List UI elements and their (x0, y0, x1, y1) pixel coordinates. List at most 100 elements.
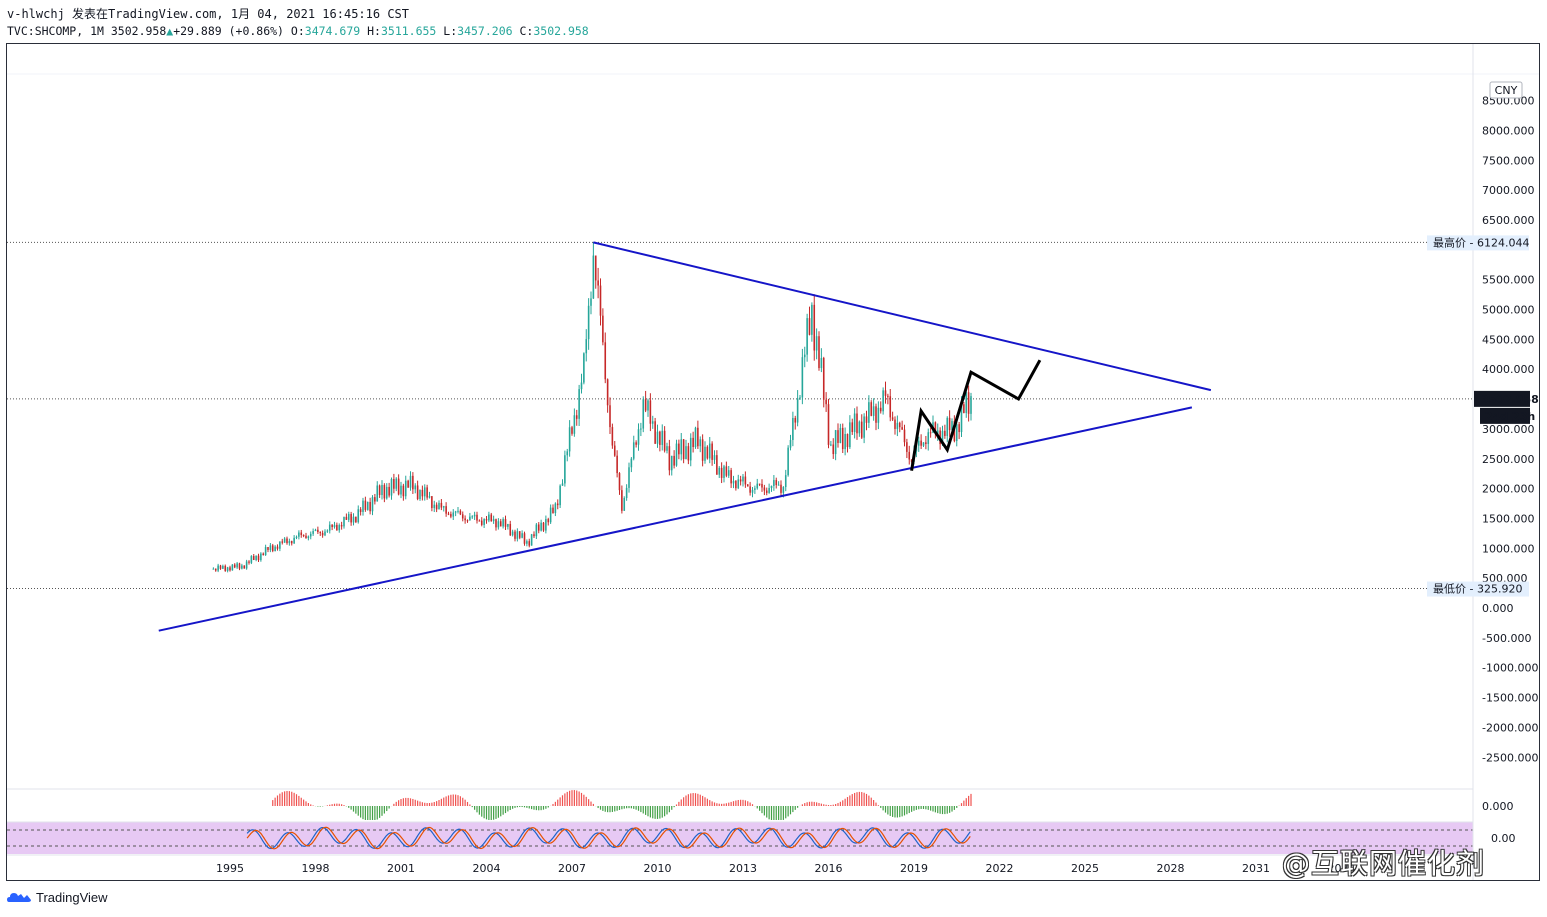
histogram-bar (837, 803, 839, 806)
histogram-bar (737, 799, 739, 806)
candle-body (761, 483, 763, 488)
last-price-badge (1474, 390, 1530, 407)
candle-body (749, 486, 751, 493)
price-tick-label: 1500.000 (1482, 512, 1535, 525)
histogram-bar (934, 806, 936, 813)
price-chart[interactable]: 8500.0008000.0007500.0007000.0006500.000… (7, 44, 1539, 880)
candle-body (233, 564, 236, 568)
histogram-bar (920, 806, 922, 809)
candle-body (846, 434, 849, 448)
histogram-bar (637, 806, 640, 811)
candle-body (238, 563, 241, 569)
candle-body (784, 475, 787, 488)
candle-body (692, 437, 694, 448)
histogram-bar (393, 803, 395, 806)
time-tick-label: 2022 (986, 862, 1014, 875)
histogram-bar (566, 791, 568, 806)
histogram-bar (633, 806, 635, 809)
time-axis: 1995 1998 2001 2004 2007 2010 2013 2016 2019 2022… (216, 862, 1356, 875)
histogram-bar (407, 797, 409, 806)
candle-body (376, 485, 379, 502)
histogram-bar (683, 797, 685, 806)
candle-body (654, 421, 656, 444)
histogram-bar (466, 801, 469, 806)
histogram-bar (298, 795, 300, 806)
candle-body (877, 407, 880, 423)
candle-body (858, 421, 861, 434)
time-tick-label: 2013 (729, 862, 757, 875)
histogram-bar (913, 806, 915, 811)
histogram-bar (661, 806, 663, 818)
symbol-label[interactable]: TVC:SHCOMP, 1M (7, 24, 104, 38)
histogram-bar (348, 806, 350, 808)
histogram-bar (685, 795, 687, 806)
candle-body (267, 547, 269, 550)
candle-body (328, 524, 331, 531)
candle-body (642, 399, 645, 429)
candle-body (264, 547, 267, 556)
tradingview-logo[interactable]: TradingView (6, 889, 108, 905)
header-title: v-hlwchj 发表在TradingView.com, 1月 04, 2021… (7, 7, 410, 21)
candle-body (770, 485, 773, 489)
candle-body (894, 419, 896, 429)
histogram-bar (927, 806, 929, 810)
histogram-bar (827, 805, 830, 806)
histogram-bar (875, 802, 877, 806)
candle-body (409, 475, 412, 488)
candle-body (397, 478, 400, 495)
histogram-bar (383, 806, 385, 814)
histogram-bar (894, 806, 896, 818)
candle-body (668, 446, 671, 471)
candle-body (882, 390, 884, 412)
candle-body (542, 522, 545, 531)
histogram-bar (381, 806, 383, 816)
histogram-bar (379, 806, 381, 818)
candle-body (533, 534, 535, 537)
histogram-bar (331, 804, 333, 806)
candle-body (388, 486, 390, 496)
histogram-bar (602, 806, 604, 811)
histogram-bar (478, 806, 480, 815)
candle-body (219, 565, 222, 569)
histogram-bar (493, 806, 495, 820)
candle-body (241, 565, 243, 569)
candle-body (250, 556, 253, 563)
histogram-bar (825, 804, 827, 806)
histogram-bar (621, 806, 623, 810)
histogram-bar (597, 806, 599, 809)
histogram-bar (813, 801, 815, 806)
histogram-bar (768, 806, 770, 820)
histogram-bar (552, 803, 554, 806)
histogram-bar (274, 797, 276, 806)
histogram-bar (329, 804, 331, 806)
candle-body (920, 440, 922, 446)
histogram-bar (426, 803, 428, 806)
candle-body (286, 538, 288, 544)
candle-body (870, 402, 873, 416)
chart-frame[interactable]: 8500.000 8000.000 7500.000 7000.000 6500.000… (6, 43, 1540, 881)
stoch-k-line (246, 827, 971, 850)
candle-body (666, 446, 668, 451)
histogram-bar (414, 799, 416, 806)
candle-body (236, 563, 238, 568)
candle-body (910, 459, 913, 462)
histogram-bar (495, 806, 497, 819)
candle-body (765, 490, 768, 493)
close-value: 3502.958 (533, 24, 589, 38)
candle-body (435, 504, 438, 510)
histogram-bar (523, 806, 526, 808)
candle-body (483, 519, 485, 525)
tradingview-cloud-icon (7, 893, 31, 902)
candle-body (872, 406, 875, 416)
candle-body (656, 431, 659, 444)
stoch-band (7, 822, 1473, 854)
histogram-bar (284, 791, 286, 806)
candle-body (217, 565, 219, 571)
candle-body (566, 451, 569, 456)
candle-body (293, 537, 295, 544)
candle-body (440, 502, 443, 508)
price-tick-label: 2000.000 (1482, 483, 1535, 496)
price-tick-label: 3000.000 (1482, 423, 1535, 436)
candle-body (583, 353, 585, 383)
histogram-bar (789, 806, 792, 815)
